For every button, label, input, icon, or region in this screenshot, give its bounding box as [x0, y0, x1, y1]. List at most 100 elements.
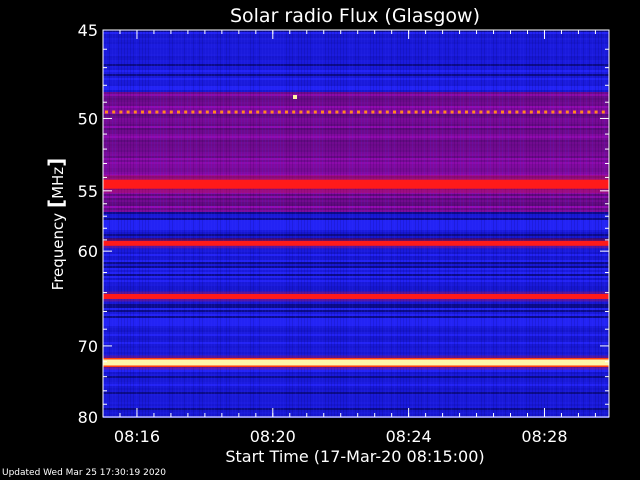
time-stripe	[556, 30, 557, 417]
spectrum-row	[103, 370, 609, 372]
spectrum-row	[103, 90, 609, 92]
spectrum-row	[103, 300, 609, 302]
time-stripe	[289, 30, 290, 417]
time-stripe	[568, 30, 569, 417]
spectrum-row	[103, 146, 609, 148]
time-stripe	[583, 30, 584, 417]
time-stripe	[259, 30, 260, 417]
time-stripe	[520, 30, 521, 417]
time-stripe	[364, 30, 365, 417]
band-49-6-dot	[436, 110, 440, 114]
updated-timestamp: Updated Wed Mar 25 17:30:19 2020	[2, 468, 166, 478]
spectrum-row	[103, 154, 609, 156]
spectrum-row	[103, 74, 609, 76]
time-stripe	[592, 30, 593, 417]
time-stripe	[112, 30, 113, 417]
time-stripe	[463, 30, 464, 417]
spectrum-row	[103, 128, 609, 130]
time-stripe	[499, 30, 500, 417]
band-49-6-dot	[400, 110, 404, 114]
time-stripe	[244, 30, 245, 417]
spectrum-row	[103, 232, 609, 234]
spectrum-row	[103, 284, 609, 286]
spectrum-row	[103, 276, 609, 278]
spectrum-row	[103, 34, 609, 36]
spectrum-row	[103, 268, 609, 270]
time-stripe	[454, 30, 455, 417]
spectrum-row	[103, 324, 609, 326]
time-stripe	[370, 30, 371, 417]
time-stripe	[508, 30, 509, 417]
spectrum-row	[103, 170, 609, 172]
band-49-6-dot	[357, 110, 360, 114]
time-stripe	[517, 30, 518, 417]
time-stripe	[343, 30, 344, 417]
time-stripe	[466, 30, 467, 417]
time-stripe	[175, 30, 176, 417]
time-stripe	[310, 30, 311, 417]
time-stripe	[277, 30, 278, 417]
time-stripe	[286, 30, 287, 417]
time-stripe	[280, 30, 281, 417]
band-49-6-dot	[594, 110, 598, 114]
spectrum-row	[103, 50, 609, 52]
spectrum-row	[103, 352, 609, 354]
spectrum-row	[103, 44, 609, 46]
band-49-6-dot	[537, 110, 540, 114]
spectrum-row	[103, 252, 609, 254]
time-stripe	[256, 30, 257, 417]
time-stripe	[178, 30, 179, 417]
x-axis-label: Start Time (17-Mar-20 08:15:00)	[225, 447, 484, 466]
band-line	[103, 293, 609, 299]
spectrum-row	[103, 118, 609, 120]
spectrum-row	[103, 46, 609, 48]
time-stripe	[352, 30, 353, 417]
band-49-6-dot	[508, 110, 512, 114]
spectrum-row	[103, 126, 609, 128]
time-stripe	[166, 30, 167, 417]
spectrum-row	[103, 158, 609, 160]
time-stripe	[424, 30, 425, 417]
spectrum-row	[103, 262, 609, 264]
spectrum-row	[103, 388, 609, 390]
spectrum-row	[103, 390, 609, 392]
spectrum-row	[103, 322, 609, 324]
time-stripe	[523, 30, 524, 417]
time-stripe	[325, 30, 326, 417]
spectrum-row	[103, 386, 609, 388]
spectrum-row	[103, 270, 609, 272]
time-stripe	[469, 30, 470, 417]
spectrum-row	[103, 290, 609, 292]
spectrum-row	[103, 292, 609, 294]
time-stripe	[484, 30, 485, 417]
y-tick-label: 60	[78, 242, 98, 261]
band-49-6-dot	[285, 110, 288, 114]
time-stripe	[223, 30, 224, 417]
band-49-6-dot	[601, 110, 605, 114]
time-stripe	[190, 30, 191, 417]
spectrum-row	[103, 208, 609, 210]
time-stripe	[376, 30, 377, 417]
time-stripe	[601, 30, 602, 417]
spectrum-row	[103, 52, 609, 54]
spectrum-row	[103, 394, 609, 396]
time-stripe	[607, 30, 608, 417]
x-tick-label: 08:24	[386, 427, 432, 446]
spectrum-row	[103, 112, 609, 114]
spectrum-row	[103, 142, 609, 144]
band-49-6-dot	[133, 110, 137, 114]
time-stripe	[268, 30, 269, 417]
spectrum-row	[103, 410, 609, 412]
spectrum-row	[103, 80, 609, 82]
spectrum-row	[103, 312, 609, 314]
spectrum-row	[103, 96, 609, 98]
time-stripe	[163, 30, 164, 417]
spectrum-row	[103, 382, 609, 384]
time-stripe	[472, 30, 473, 417]
spectrum-row	[103, 84, 609, 86]
time-stripe	[181, 30, 182, 417]
y-tick-label: 45	[78, 21, 98, 40]
spectrum-row	[103, 176, 609, 178]
spectrum-row	[103, 152, 609, 154]
time-stripe	[247, 30, 248, 417]
